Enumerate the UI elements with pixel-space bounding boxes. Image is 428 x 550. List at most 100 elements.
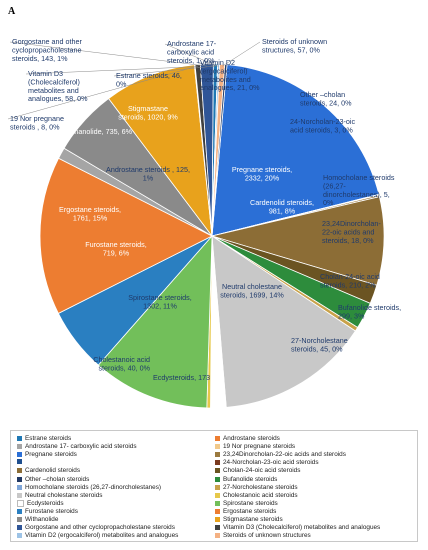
legend-swatch [17,459,22,465]
legend-item-19-nor-pregnane-steroids: 19 Nor pregnane steroids [215,443,295,450]
legend-swatch [215,436,220,441]
data-label-steroids-of-unknown-structures: Steroids of unknown structures, 57, 0% [262,37,327,54]
data-label-19-nor-pregnane-steroids: 19 Nor pregnane steroids , 8, 0% [10,114,64,131]
data-label-spirostane-steroids: Spirostane steroids, 1302, 11% [128,293,192,310]
legend-label: Androstane 17- carboxylic acid steroids [25,443,137,451]
pie-slice-stigmastane-steroids [108,64,213,238]
data-label-neutral-cholestane-steroids: Neutral cholestane steroids, 1699, 14% [220,282,284,299]
legend-item-gorgostane-and-other-cyclopropacholestane-steroids: Gorgostane and other cyclopropacholestan… [17,524,175,531]
legend-item-ergostane-steroids: Ergostane steroids [215,508,276,515]
legend-item-bufanolide-steroids: Bufanolide steroids [215,476,277,483]
legend-item-cholan-24-oic-acid-steroids: Cholan-24-oic acid steroids [215,467,300,474]
legend-label: Furostane steroids [25,507,78,515]
pie-slice-spirostane-steroids [97,234,213,409]
legend-label: Androstane steroids [223,435,280,442]
data-labels: Pregnane steroids, 2332, 20% 24-Norcholan-… [10,37,401,382]
legend-item-stigmastane-steroids: Stigmastane steroids [215,516,283,523]
legend-label: Neutral cholestane steroids [25,491,103,499]
legend-label: Other –cholan steroids [25,475,90,483]
legend-label: Steroids of unknown structures [223,532,311,540]
leader-line-vitamin-d2-ergocalciferol-metabolites-and-analogues [197,62,219,67]
legend-swatch [17,492,22,498]
legend-item-furostane-steroids: Furostane steroids [17,508,78,515]
legend-item-23-24dinorcholan-22-oic-acids-and-steroids: 23,24Dinorcholan-22-oic acids and steroi… [215,451,346,458]
legend-label: Cholestanoic acid steroids [223,491,298,499]
legend-swatch [215,492,220,498]
data-label-bufanolide-steroids: Bufanolide steroids, 299, 3% [338,303,401,320]
data-label-cholan-24-oic-acid-steroids: Cholan-24-oic acid steroids, 210, 2% [320,272,380,289]
legend-swatch [215,468,220,474]
legend-label: Gorgostane and other cyclopropacholestan… [25,524,175,532]
legend-label: 23,24Dinorcholan-22-oic acids and steroi… [223,451,346,459]
legend-item-homocholane-steroids-26-27-dinorcholestanes: Homocholane steroids (26,27-dinorcholest… [17,484,161,491]
legend-label: Pregnane steroids [25,451,77,459]
legend-item-androstane-steroids: Androstane steroids [215,435,280,442]
legend-item-vitamin-d2-ergocalciferol-metabolites-and-analogues: Vitamin D2 (ergocalciferol) metabolites … [17,532,178,539]
legend-swatch [215,500,220,506]
legend-label: 24-Norcholan-23-oic acid steroids [223,459,319,467]
legend-swatch [17,468,22,474]
legend-label: Spirostane steroids [223,499,278,507]
data-label-27-norcholestane-steroids: 27-Norcholestane steroids, 45, 0% [291,336,348,353]
leader-line-estrane-steroids [113,65,216,77]
pie-slice-cardenolid-steroids [210,196,385,286]
data-label-withanolide: Withanolide, 735, 6% [64,127,133,136]
legend-label: 19 Nor pregnane steroids [223,443,296,451]
legend-swatch [17,476,22,482]
legend-item-cholestanoic-acid-steroids: Cholestanoic acid steroids [215,492,298,499]
legend-label: Withanolide [25,516,59,523]
data-label-ergostane-steroids: Ergostane steroids, 1761, 15% [59,205,121,222]
data-label-vitamin-d2-ergocalciferol-metabolites-and-analogues: Vitamin D2 (ergocalciferol) metabolites an… [200,58,260,92]
legend-swatch [215,476,220,482]
data-label-gorgostane-and-other-cyclopropacholestane-steroids: Gorgostane and other cyclopropacholestane… [12,37,83,63]
legend-swatch [215,452,220,458]
data-label-stigmastane-steroids: Stigmastane steroids, 1020, 9% [118,104,178,121]
leader-lines [7,41,261,120]
legend-item-estrane-steroids: Estrane steroids [17,435,71,442]
legend-swatch [215,525,220,531]
legend-label: Estrane steroids [25,435,72,442]
legend-item-other-cholan-steroids: Other –cholan steroids [17,476,89,483]
legend-swatch [215,484,220,490]
legend-swatch [17,533,22,539]
legend-swatch [215,508,220,514]
pie-chart: Pregnane steroids, 2332, 20% 24-Norcholan-… [7,37,401,409]
legend-swatch [17,525,22,531]
legend-label: Homocholane steroids (26,27-dinorcholest… [25,483,162,491]
data-label-ecdysteroids: Ecdysteroids, 173 [153,373,210,382]
legend-item-withanolide: Withanolide [17,516,58,523]
data-label-pregnane-steroids: Pregnane steroids, 2332, 20% [232,165,292,182]
pie-slices [39,63,385,409]
data-label-androstane-steroids: Androstane steroids , 125, 1% [106,165,190,182]
legend-label: Ergostane steroids [223,507,277,515]
data-label-androstane-17-carboxylic-acid-steroids: Androstane 17-carboxylic acid steroids, 1… [167,39,217,65]
leader-line-19-nor-pregnane-steroids [7,66,195,120]
legend-item-27-norcholestane-steroids: 27-Norcholestane steroids [215,484,298,491]
chart-legend: Estrane steroids Androstane steroids Andro… [10,430,418,542]
legend-swatch [17,517,22,522]
legend-item-24-norcholan-23-oic-acid-steroids: 24-Norcholan-23-oic acid steroids [215,459,319,466]
legend-swatch [17,444,22,450]
legend-swatch [17,508,22,514]
pie-slice-ergostane-steroids [39,157,213,314]
data-label-furostane-steroids: Furostane steroids, 719, 6% [85,240,147,257]
legend-swatch [215,533,220,539]
legend-swatch [215,517,220,522]
legend-swatch [17,436,22,441]
legend-item-spirostane-steroids: Spirostane steroids [215,500,278,507]
legend-item-ecdysteroids: Ecdysteroids [17,499,64,507]
legend-label: Cardenolid steroids [25,467,81,475]
legend-swatch [17,499,24,507]
legend-swatch [215,460,220,466]
pie-slice-pregnane-steroids [211,64,380,237]
data-label-homocholane-steroids-26-27-dinorcholestanes: Homocholane steroids (26,27-dinorcholesta… [323,173,395,207]
legend-swatch [17,484,22,490]
leader-line-vitamin-d3-cholecalciferol-metabolites-and-analogues [25,66,198,75]
legend-label: Cholan-24-oic acid steroids [223,467,301,475]
legend-label: Stigmastane steroids [223,516,283,523]
leader-line-steroids-of-unknown-structures [221,41,261,67]
legend-label: Vitamin D3 (Cholecalciferol) metabolites… [223,524,381,532]
legend-item-androstane-17-carboxylic-acid-steroids: Androstane 17- carboxylic acid steroids [17,443,137,450]
data-label-23-24dinorcholan-22-oic-acids-and-steroids: 23,24Dinorcholan-22-oic acids and steroid… [322,219,381,245]
data-label-cardenolid-steroids: Cardenolid steroids, 981, 8% [250,198,314,215]
